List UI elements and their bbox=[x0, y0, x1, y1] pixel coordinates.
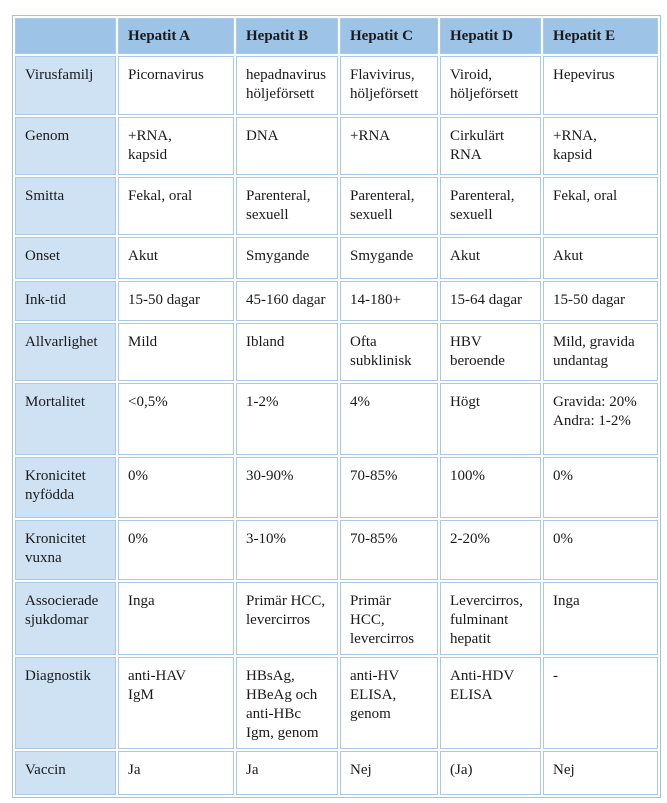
column-header-hepatit-a: Hepatit A bbox=[118, 18, 234, 54]
cell-diagnostik-hepatit-a: anti-HAV IgM bbox=[118, 657, 234, 750]
cell-kronicitet-nyfodda-hepatit-e: 0% bbox=[543, 457, 658, 518]
row-label-ink-tid: Ink-tid bbox=[15, 281, 116, 321]
cell-associerade-sjukdomar-hepatit-d: Levercirros, fulminant hepatit bbox=[440, 582, 541, 656]
cell-associerade-sjukdomar-hepatit-b: Primär HCC, levercirros bbox=[236, 582, 338, 656]
table-row-mortalitet: Mortalitet <0,5% 1-2% 4% Högt Gravida: 2… bbox=[15, 383, 658, 455]
column-header-blank bbox=[15, 18, 116, 54]
table-row-kronicitet-vuxna: Kronicitet vuxna 0% 3-10% 70-85% 2-20% 0… bbox=[15, 520, 658, 580]
cell-diagnostik-hepatit-c: anti-HV ELISA, genom bbox=[340, 657, 438, 750]
cell-onset-hepatit-d: Akut bbox=[440, 237, 541, 279]
cell-kronicitet-vuxna-hepatit-c: 70-85% bbox=[340, 520, 438, 580]
cell-kronicitet-nyfodda-hepatit-c: 70-85% bbox=[340, 457, 438, 518]
column-header-hepatit-e: Hepatit E bbox=[543, 18, 658, 54]
hepatitis-comparison-table: Hepatit A Hepatit B Hepatit C Hepatit D … bbox=[12, 15, 661, 799]
cell-genom-hepatit-c: +RNA bbox=[340, 117, 438, 175]
row-label-vaccin: Vaccin bbox=[15, 751, 116, 796]
cell-virusfamilj-hepatit-c: Flavivirus, höljeförsett bbox=[340, 56, 438, 115]
cell-kronicitet-nyfodda-hepatit-d: 100% bbox=[440, 457, 541, 518]
cell-ink-tid-hepatit-a: 15-50 dagar bbox=[118, 281, 234, 321]
row-label-associerade-sjukdomar: Associerade sjukdomar bbox=[15, 582, 116, 656]
column-header-hepatit-b: Hepatit B bbox=[236, 18, 338, 54]
table-row-vaccin: Vaccin Ja Ja Nej (Ja) Nej bbox=[15, 751, 658, 796]
column-header-hepatit-d: Hepatit D bbox=[440, 18, 541, 54]
cell-associerade-sjukdomar-hepatit-e: Inga bbox=[543, 582, 658, 656]
row-label-diagnostik: Diagnostik bbox=[15, 657, 116, 750]
cell-ink-tid-hepatit-b: 45-160 dagar bbox=[236, 281, 338, 321]
cell-ink-tid-hepatit-e: 15-50 dagar bbox=[543, 281, 658, 321]
cell-allvarlighet-hepatit-b: Ibland bbox=[236, 323, 338, 381]
cell-ink-tid-hepatit-d: 15-64 dagar bbox=[440, 281, 541, 321]
cell-kronicitet-vuxna-hepatit-e: 0% bbox=[543, 520, 658, 580]
row-label-onset: Onset bbox=[15, 237, 116, 279]
row-label-kronicitet-nyfodda: Kronicitet nyfödda bbox=[15, 457, 116, 518]
cell-vaccin-hepatit-b: Ja bbox=[236, 751, 338, 796]
cell-kronicitet-nyfodda-hepatit-a: 0% bbox=[118, 457, 234, 518]
cell-allvarlighet-hepatit-a: Mild bbox=[118, 323, 234, 381]
row-label-mortalitet: Mortalitet bbox=[15, 383, 116, 455]
table-row-ink-tid: Ink-tid 15-50 dagar 45-160 dagar 14-180+… bbox=[15, 281, 658, 321]
table-row-diagnostik: Diagnostik anti-HAV IgM HBsAg, HBeAg och… bbox=[15, 657, 658, 750]
table-row-virusfamilj: Virusfamilj Picornavirus hepadnavirus hö… bbox=[15, 56, 658, 115]
cell-smitta-hepatit-b: Parenteral, sexuell bbox=[236, 177, 338, 235]
cell-mortalitet-hepatit-c: 4% bbox=[340, 383, 438, 455]
cell-genom-hepatit-a: +RNA, kapsid bbox=[118, 117, 234, 175]
cell-allvarlighet-hepatit-d: HBV beroende bbox=[440, 323, 541, 381]
row-label-allvarlighet: Allvarlighet bbox=[15, 323, 116, 381]
table-row-associerade-sjukdomar: Associerade sjukdomar Inga Primär HCC, l… bbox=[15, 582, 658, 656]
cell-diagnostik-hepatit-b: HBsAg, HBeAg och anti-HBc Igm, genom bbox=[236, 657, 338, 750]
header-row: Hepatit A Hepatit B Hepatit C Hepatit D … bbox=[15, 18, 658, 54]
cell-vaccin-hepatit-e: Nej bbox=[543, 751, 658, 796]
cell-smitta-hepatit-e: Fekal, oral bbox=[543, 177, 658, 235]
cell-virusfamilj-hepatit-b: hepadnavirus höljeförsett bbox=[236, 56, 338, 115]
cell-virusfamilj-hepatit-d: Viroid, höljeförsett bbox=[440, 56, 541, 115]
cell-genom-hepatit-e: +RNA, kapsid bbox=[543, 117, 658, 175]
cell-onset-hepatit-c: Smygande bbox=[340, 237, 438, 279]
cell-genom-hepatit-b: DNA bbox=[236, 117, 338, 175]
cell-smitta-hepatit-a: Fekal, oral bbox=[118, 177, 234, 235]
cell-smitta-hepatit-c: Parenteral, sexuell bbox=[340, 177, 438, 235]
cell-kronicitet-vuxna-hepatit-b: 3-10% bbox=[236, 520, 338, 580]
cell-associerade-sjukdomar-hepatit-c: Primär HCC, levercirros bbox=[340, 582, 438, 656]
cell-associerade-sjukdomar-hepatit-a: Inga bbox=[118, 582, 234, 656]
row-label-smitta: Smitta bbox=[15, 177, 116, 235]
cell-ink-tid-hepatit-c: 14-180+ bbox=[340, 281, 438, 321]
column-header-hepatit-c: Hepatit C bbox=[340, 18, 438, 54]
table-row-kronicitet-nyfodda: Kronicitet nyfödda 0% 30-90% 70-85% 100%… bbox=[15, 457, 658, 518]
cell-mortalitet-hepatit-d: Högt bbox=[440, 383, 541, 455]
row-label-kronicitet-vuxna: Kronicitet vuxna bbox=[15, 520, 116, 580]
table-row-onset: Onset Akut Smygande Smygande Akut Akut bbox=[15, 237, 658, 279]
row-label-genom: Genom bbox=[15, 117, 116, 175]
table-row-smitta: Smitta Fekal, oral Parenteral, sexuell P… bbox=[15, 177, 658, 235]
cell-kronicitet-nyfodda-hepatit-b: 30-90% bbox=[236, 457, 338, 518]
cell-kronicitet-vuxna-hepatit-d: 2-20% bbox=[440, 520, 541, 580]
cell-diagnostik-hepatit-e: - bbox=[543, 657, 658, 750]
cell-diagnostik-hepatit-d: Anti-HDV ELISA bbox=[440, 657, 541, 750]
cell-virusfamilj-hepatit-a: Picornavirus bbox=[118, 56, 234, 115]
table-row-genom: Genom +RNA, kapsid DNA +RNA Cirkulärt RN… bbox=[15, 117, 658, 175]
cell-allvarlighet-hepatit-e: Mild, gravida undantag bbox=[543, 323, 658, 381]
cell-kronicitet-vuxna-hepatit-a: 0% bbox=[118, 520, 234, 580]
cell-onset-hepatit-b: Smygande bbox=[236, 237, 338, 279]
cell-genom-hepatit-d: Cirkulärt RNA bbox=[440, 117, 541, 175]
cell-onset-hepatit-a: Akut bbox=[118, 237, 234, 279]
cell-smitta-hepatit-d: Parenteral, sexuell bbox=[440, 177, 541, 235]
table-row-allvarlighet: Allvarlighet Mild Ibland Ofta subklinisk… bbox=[15, 323, 658, 381]
cell-mortalitet-hepatit-a: <0,5% bbox=[118, 383, 234, 455]
cell-onset-hepatit-e: Akut bbox=[543, 237, 658, 279]
cell-mortalitet-hepatit-b: 1-2% bbox=[236, 383, 338, 455]
cell-vaccin-hepatit-d: (Ja) bbox=[440, 751, 541, 796]
cell-vaccin-hepatit-c: Nej bbox=[340, 751, 438, 796]
cell-allvarlighet-hepatit-c: Ofta subklinisk bbox=[340, 323, 438, 381]
row-label-virusfamilj: Virusfamilj bbox=[15, 56, 116, 115]
cell-mortalitet-hepatit-e: Gravida: 20% Andra: 1-2% bbox=[543, 383, 658, 455]
cell-virusfamilj-hepatit-e: Hepevirus bbox=[543, 56, 658, 115]
cell-vaccin-hepatit-a: Ja bbox=[118, 751, 234, 796]
